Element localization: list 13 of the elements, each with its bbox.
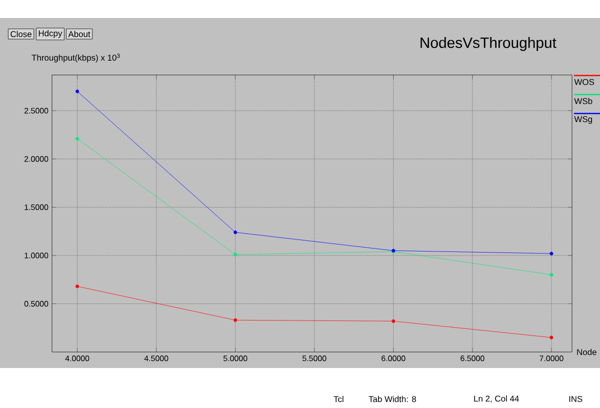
text: Hdcpy [38,30,62,38]
legend-label: WSg [574,116,592,124]
text: About [68,30,90,38]
x-axis-title: Node [577,348,596,356]
text: Tab Width: 8 [368,396,416,402]
text: Close [10,30,32,38]
text: INS [569,396,582,402]
chart-title: NodesVsThroughput [420,37,556,51]
text: Tcl [334,396,344,402]
y-axis-title: Throughput(kbps) x 10$^{3}$ [32,54,120,62]
legend-label: WSb [574,98,592,104]
legend-label: WOS [574,79,594,85]
text: Ln 2, Col 44 [474,395,519,403]
